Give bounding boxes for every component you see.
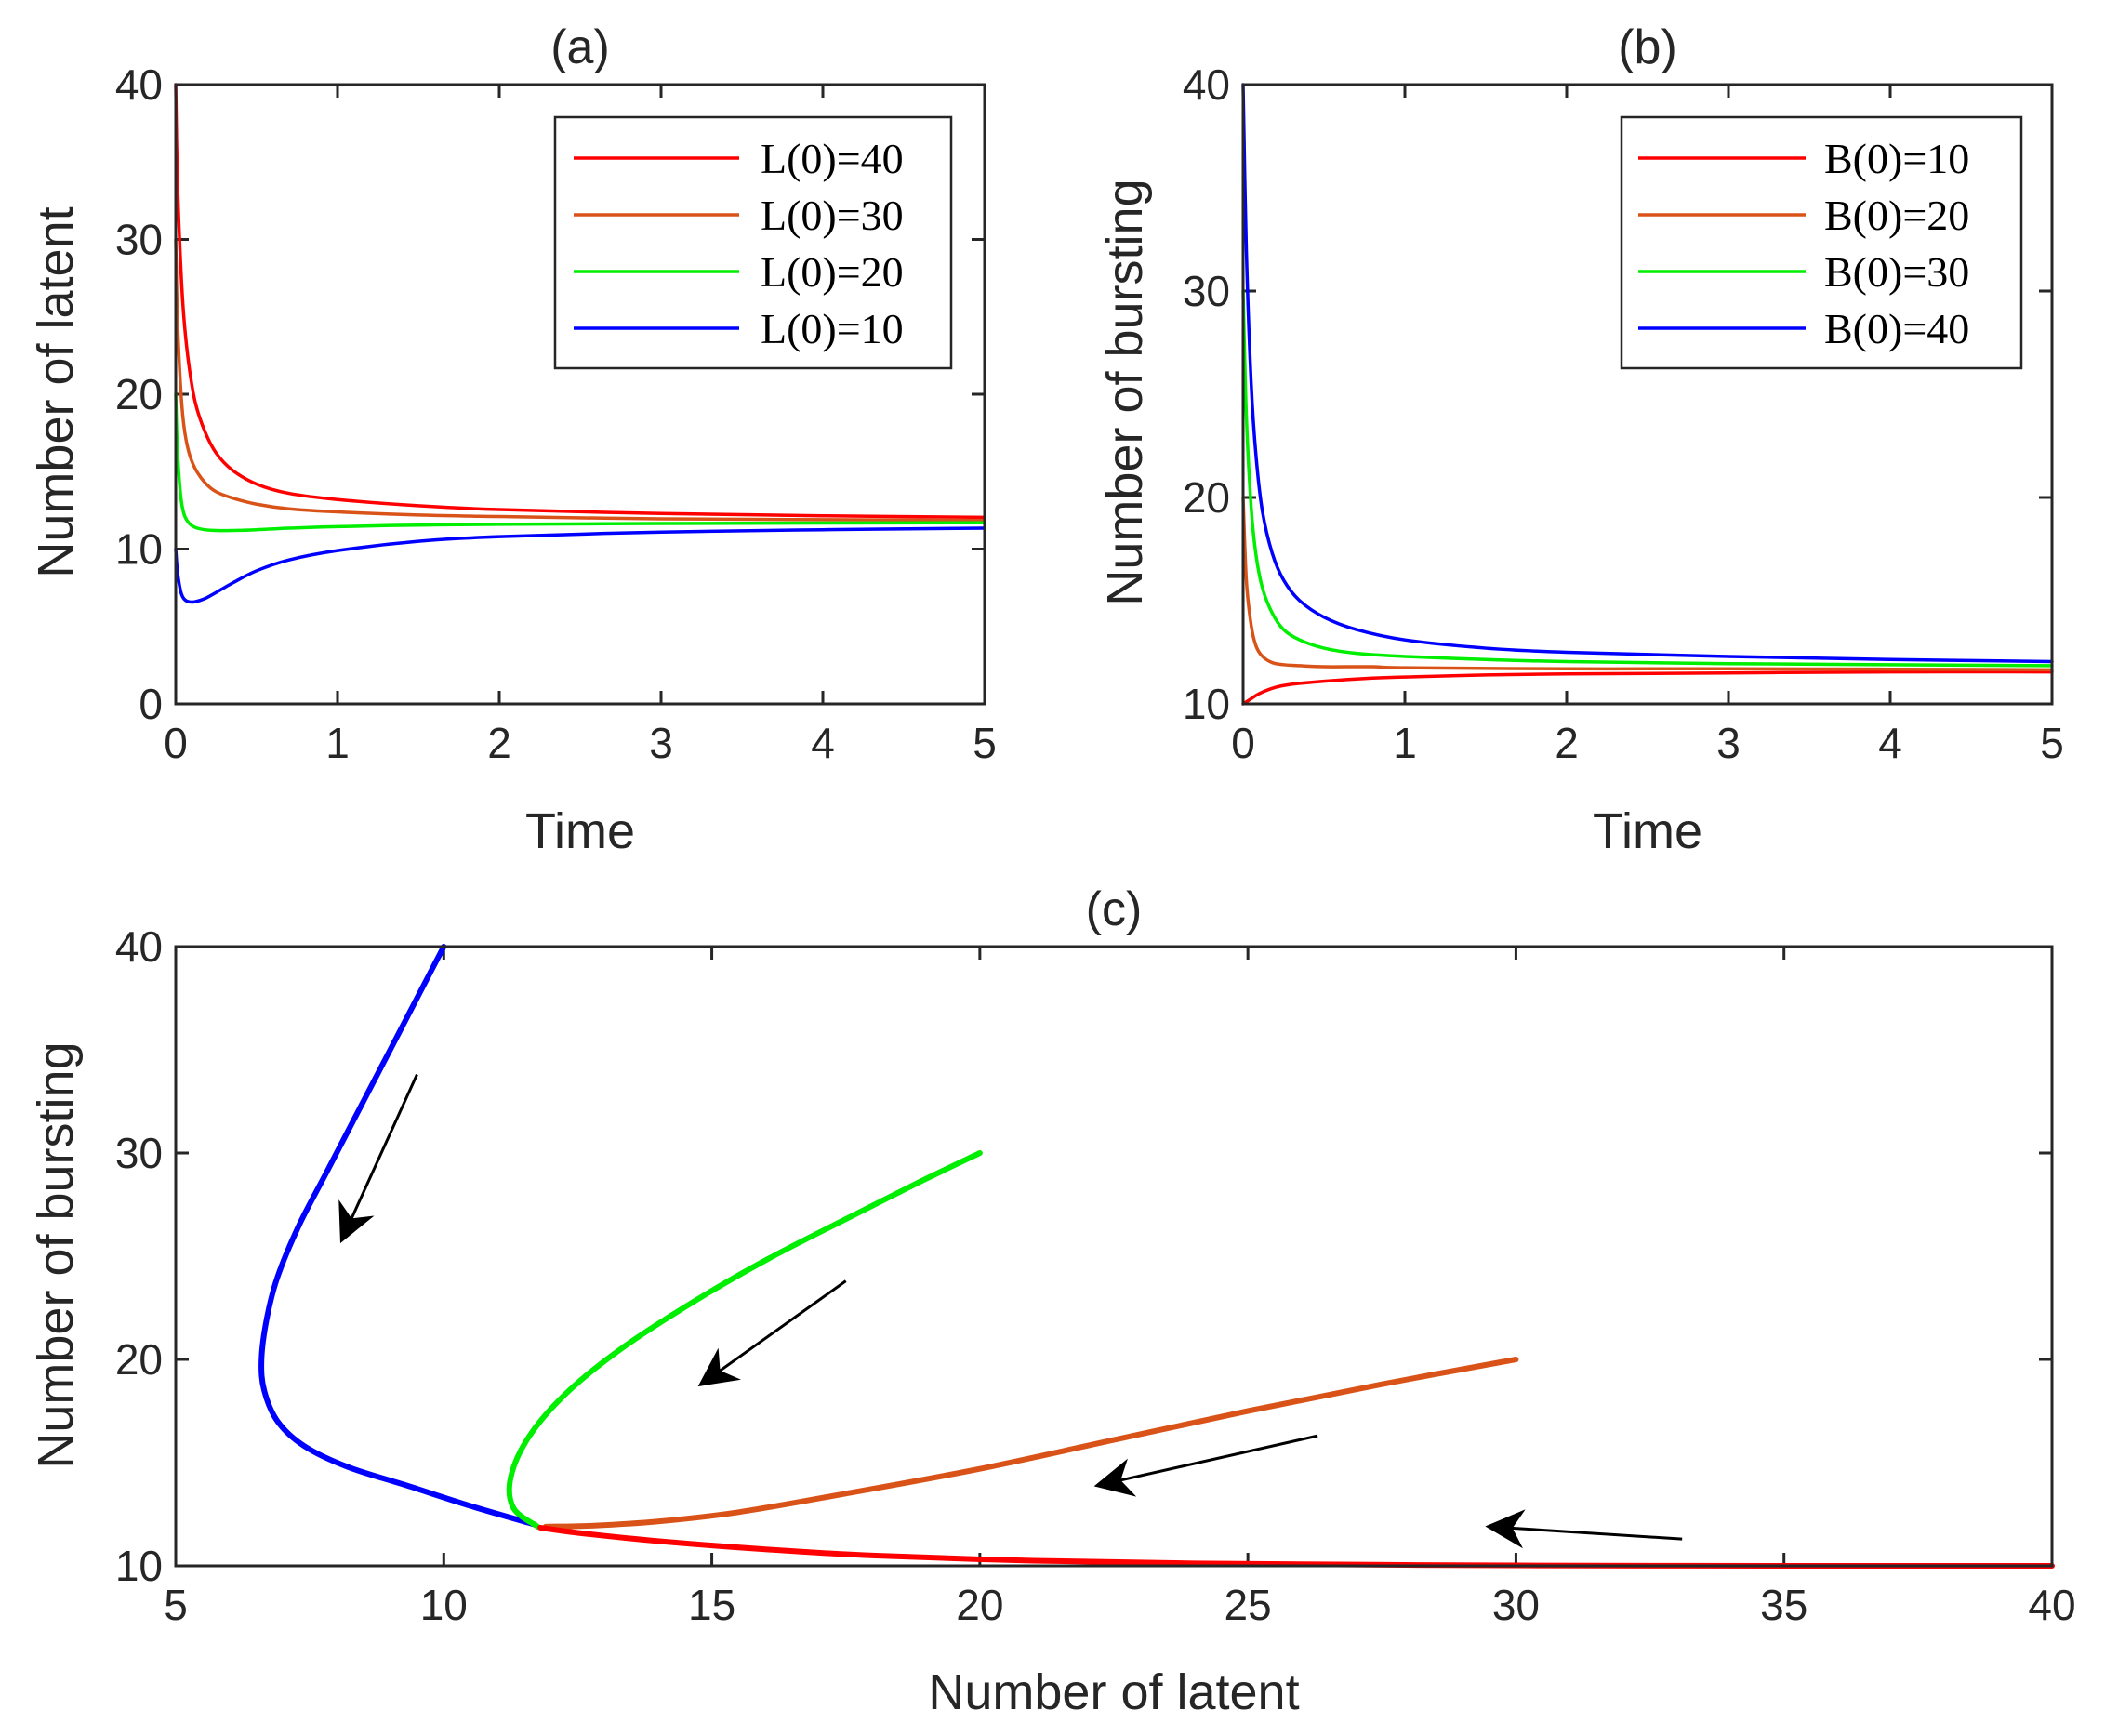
panel-c-xtick-label-2: 15 xyxy=(688,1581,735,1629)
panel-b-ytick-label-1: 20 xyxy=(1183,473,1230,522)
panel-a-xtick-label-2: 2 xyxy=(487,719,511,767)
panel-a-ytick-label-4: 40 xyxy=(115,60,163,109)
panel-a: (a) Time Number of latent 0 1 2 3 4 5 0 10 20 30 4… xyxy=(28,20,997,859)
panel-b-frame xyxy=(1241,83,2054,706)
panel-b-series xyxy=(1241,83,2054,706)
panel-a-xtick-label-4: 4 xyxy=(811,719,835,767)
panel-a-ytick-label-2: 20 xyxy=(115,370,163,418)
panel-c-ytick-label-0: 10 xyxy=(115,1542,163,1590)
panel-b-title: (b) xyxy=(1618,20,1677,74)
panel-b-legend-label-2: B(0)=30 xyxy=(1824,248,1969,296)
panel-a-ytick-label-3: 30 xyxy=(115,216,163,264)
panel-b-legend-label-1: B(0)=20 xyxy=(1824,192,1969,239)
panel-b-ytick-label-0: 10 xyxy=(1183,680,1230,728)
panel-b-xlabel: Time xyxy=(1593,803,1702,859)
panel-c-ytick-label-1: 20 xyxy=(115,1335,163,1384)
panel-a-series-2 xyxy=(174,392,986,533)
panel-a-xtick-label-3: 3 xyxy=(649,719,673,767)
panel-b-ylabel: Number of bursting xyxy=(1097,179,1153,605)
panel-b-xtick-label-4: 4 xyxy=(1878,719,1902,767)
panel-a-xtick-label-0: 0 xyxy=(164,719,188,767)
panel-b-series-1 xyxy=(1241,496,2054,672)
panel-c-frame xyxy=(174,945,2054,1568)
panel-a-ylabel: Number of latent xyxy=(28,206,84,577)
panel-c-series-2 xyxy=(542,1357,1519,1530)
panel-a-xlabel: Time xyxy=(525,803,635,859)
panel-c-series-1 xyxy=(506,1150,983,1530)
panel-c: (c) Number of latent Number of bursting … xyxy=(28,882,2076,1720)
panel-c-xlabel: Number of latent xyxy=(928,1664,1299,1720)
panel-c-arrows xyxy=(338,1074,1683,1549)
panel-c-ytick-label-3: 40 xyxy=(115,922,163,971)
panel-a-legend-label-0: L(0)=40 xyxy=(761,135,904,182)
panel-b-legend: B(0)=10 B(0)=20 B(0)=30 B(0)=40 xyxy=(1620,115,2023,370)
panel-c-xtick-label-3: 20 xyxy=(956,1581,1003,1629)
panel-b-xtick-label-2: 2 xyxy=(1555,719,1579,767)
panel-b-series-0 xyxy=(1241,669,2054,706)
panel-b-xtick-label-1: 1 xyxy=(1393,719,1417,767)
panel-c-ylabel: Number of bursting xyxy=(28,1041,84,1468)
panel-b-legend-label-3: B(0)=40 xyxy=(1824,305,1969,352)
panel-c-title: (c) xyxy=(1086,882,1143,936)
panel-b-legend-label-0: B(0)=10 xyxy=(1824,135,1969,182)
panel-b-series-2 xyxy=(1241,289,2054,668)
panel-c-series-0 xyxy=(258,944,538,1528)
panel-a-ytick-label-0: 0 xyxy=(139,680,163,728)
panel-a-ticks: 0 1 2 3 4 5 0 10 20 30 40 xyxy=(115,60,997,767)
panel-a-series xyxy=(174,83,986,604)
panel-b-ticks: 0 1 2 3 4 5 10 20 30 40 xyxy=(1183,60,2064,767)
panel-c-arrow-2 xyxy=(1093,1434,1318,1497)
panel-a-legend-label-3: L(0)=10 xyxy=(761,305,904,352)
panel-b-ytick-label-3: 40 xyxy=(1183,60,1230,109)
panel-a-legend-label-1: L(0)=30 xyxy=(761,192,904,239)
panel-c-ytick-label-2: 30 xyxy=(115,1129,163,1177)
panel-a-xtick-label-5: 5 xyxy=(973,719,997,767)
panel-b-xtick-label-5: 5 xyxy=(2040,719,2064,767)
panel-b: (b) Time Number of bursting 0 1 2 3 4 5 10 20 30… xyxy=(1097,20,2064,859)
panel-a-legend-label-2: L(0)=20 xyxy=(761,248,904,296)
panel-a-series-3 xyxy=(174,526,986,604)
panel-a-legend: L(0)=40 L(0)=30 L(0)=20 L(0)=10 xyxy=(553,115,953,370)
panel-a-xtick-label-1: 1 xyxy=(325,719,350,767)
panel-c-xtick-label-4: 25 xyxy=(1225,1581,1272,1629)
panel-c-series-3 xyxy=(537,1524,2055,1570)
panel-b-series-3 xyxy=(1241,83,2054,664)
panel-b-xtick-label-0: 0 xyxy=(1231,719,1255,767)
panel-b-xtick-label-3: 3 xyxy=(1716,719,1741,767)
panel-c-xtick-label-5: 30 xyxy=(1492,1581,1540,1629)
panel-a-series-1 xyxy=(174,237,986,523)
panel-a-series-0 xyxy=(174,83,986,520)
panel-c-xtick-label-7: 40 xyxy=(2028,1581,2075,1629)
panel-a-title: (a) xyxy=(550,20,610,74)
panel-a-frame xyxy=(174,83,986,706)
panel-c-arrow-1 xyxy=(697,1279,847,1387)
panel-c-xtick-label-0: 5 xyxy=(164,1581,188,1629)
panel-c-xtick-label-6: 35 xyxy=(1760,1581,1807,1629)
panel-c-xtick-label-1: 10 xyxy=(420,1581,468,1629)
panel-c-arrow-0 xyxy=(338,1074,418,1244)
panel-c-arrow-3 xyxy=(1485,1509,1683,1549)
panel-a-ytick-label-1: 10 xyxy=(115,525,163,574)
panel-b-ytick-label-2: 30 xyxy=(1183,267,1230,315)
